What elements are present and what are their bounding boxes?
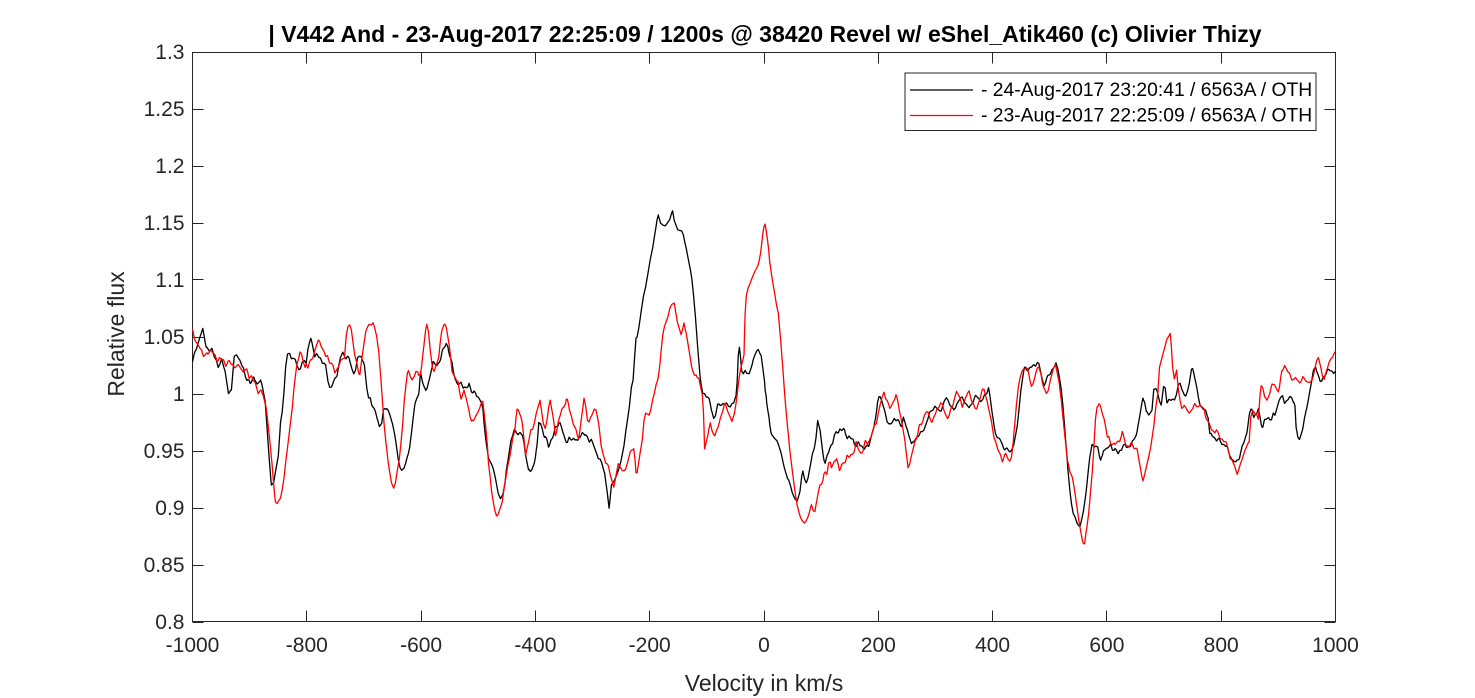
svg-text:1.05: 1.05 (144, 326, 185, 349)
svg-text:0: 0 (758, 634, 770, 657)
svg-text:-400: -400 (514, 634, 556, 657)
svg-text:-200: -200 (629, 634, 671, 657)
svg-text:1.15: 1.15 (144, 212, 185, 235)
svg-text:- 23-Aug-2017 22:25:09 / 6563A: - 23-Aug-2017 22:25:09 / 6563A / OTH (981, 106, 1312, 127)
svg-text:-1000: -1000 (166, 634, 220, 657)
svg-text:1.1: 1.1 (155, 269, 184, 292)
svg-text:0.8: 0.8 (155, 611, 184, 634)
svg-text:600: 600 (1089, 634, 1124, 657)
svg-text:Relative flux: Relative flux (103, 271, 129, 397)
svg-text:400: 400 (975, 634, 1010, 657)
svg-text:-600: -600 (400, 634, 442, 657)
svg-text:800: 800 (1204, 634, 1239, 657)
svg-text:0.85: 0.85 (144, 554, 185, 577)
svg-text:1: 1 (173, 383, 185, 406)
svg-text:0.95: 0.95 (144, 440, 185, 463)
svg-text:1.3: 1.3 (155, 41, 184, 64)
svg-text:| V442 And - 23-Aug-2017 22:25: | V442 And - 23-Aug-2017 22:25:09 / 1200… (268, 21, 1261, 47)
svg-text:0.9: 0.9 (155, 497, 184, 520)
svg-text:- 24-Aug-2017 23:20:41 / 6563A: - 24-Aug-2017 23:20:41 / 6563A / OTH (981, 80, 1312, 101)
svg-text:-800: -800 (286, 634, 328, 657)
svg-text:Velocity in km/s: Velocity in km/s (685, 670, 844, 696)
svg-text:1.25: 1.25 (144, 98, 185, 121)
svg-text:200: 200 (861, 634, 896, 657)
svg-text:1.2: 1.2 (155, 155, 184, 178)
svg-text:1000: 1000 (1312, 634, 1359, 657)
